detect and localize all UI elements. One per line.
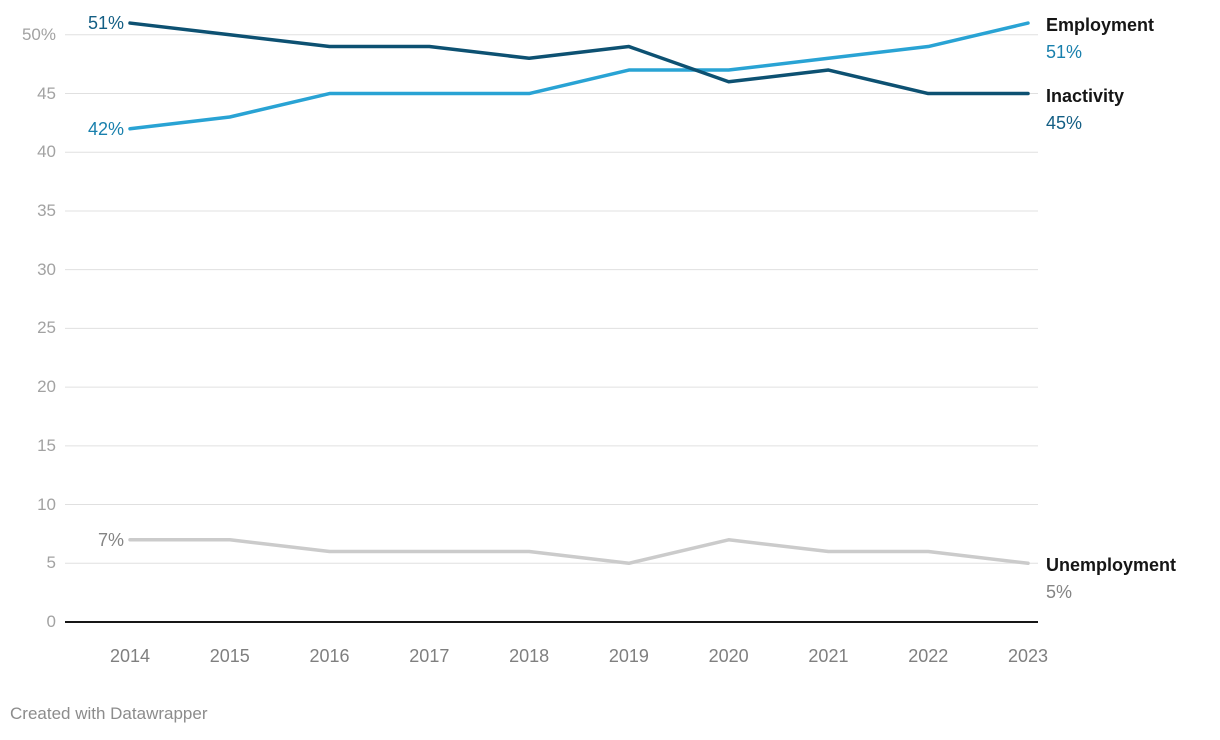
y-tick-label: 50% xyxy=(21,24,56,44)
series-name-label-employment: Employment xyxy=(1046,15,1155,36)
gridlines-group xyxy=(65,34,1038,623)
series-name-label-inactivity: Inactivity xyxy=(1046,85,1125,106)
y-tick-label: 45 xyxy=(37,83,56,103)
y-tick-label: 15 xyxy=(37,435,56,455)
x-tick-label: 2017 xyxy=(409,646,450,666)
y-tick-label: 25 xyxy=(37,318,56,338)
series-line-employment xyxy=(128,21,1030,131)
series-name-label-unemployment: Unemployment xyxy=(1046,555,1177,576)
x-tick-label: 2020 xyxy=(708,646,749,666)
x-tick-label: 2015 xyxy=(209,646,250,666)
series-lines-group xyxy=(128,21,1030,566)
x-tick-label: 2016 xyxy=(309,646,350,666)
y-tick-label: 0 xyxy=(46,612,56,631)
x-tick-label: 2022 xyxy=(908,646,949,666)
x-tick-label: 2021 xyxy=(808,646,849,666)
y-tick-label: 10 xyxy=(37,494,56,514)
series-end-value-inactivity: 45% xyxy=(1046,112,1083,133)
series-start-value-employment: 42% xyxy=(87,118,124,139)
series-line-inactivity xyxy=(128,21,1030,96)
series-start-value-unemployment: 7% xyxy=(97,529,124,550)
series-end-value-employment: 51% xyxy=(1046,42,1083,63)
datawrapper-credit-link[interactable]: Created with Datawrapper xyxy=(10,704,208,723)
series-start-value-inactivity: 51% xyxy=(87,13,124,34)
y-tick-label: 35 xyxy=(37,200,56,220)
y-tick-label: 20 xyxy=(37,377,56,397)
y-tick-label: 30 xyxy=(37,259,56,279)
x-tick-label: 2019 xyxy=(608,646,649,666)
y-tick-label: 5 xyxy=(46,553,56,573)
series-line-unemployment xyxy=(128,538,1030,566)
y-tick-label: 40 xyxy=(37,142,56,162)
x-tick-label: 2014 xyxy=(109,646,151,666)
x-tick-label: 2018 xyxy=(509,646,550,666)
x-tick-label: 2023 xyxy=(1007,646,1049,666)
series-end-value-unemployment: 5% xyxy=(1046,582,1073,603)
